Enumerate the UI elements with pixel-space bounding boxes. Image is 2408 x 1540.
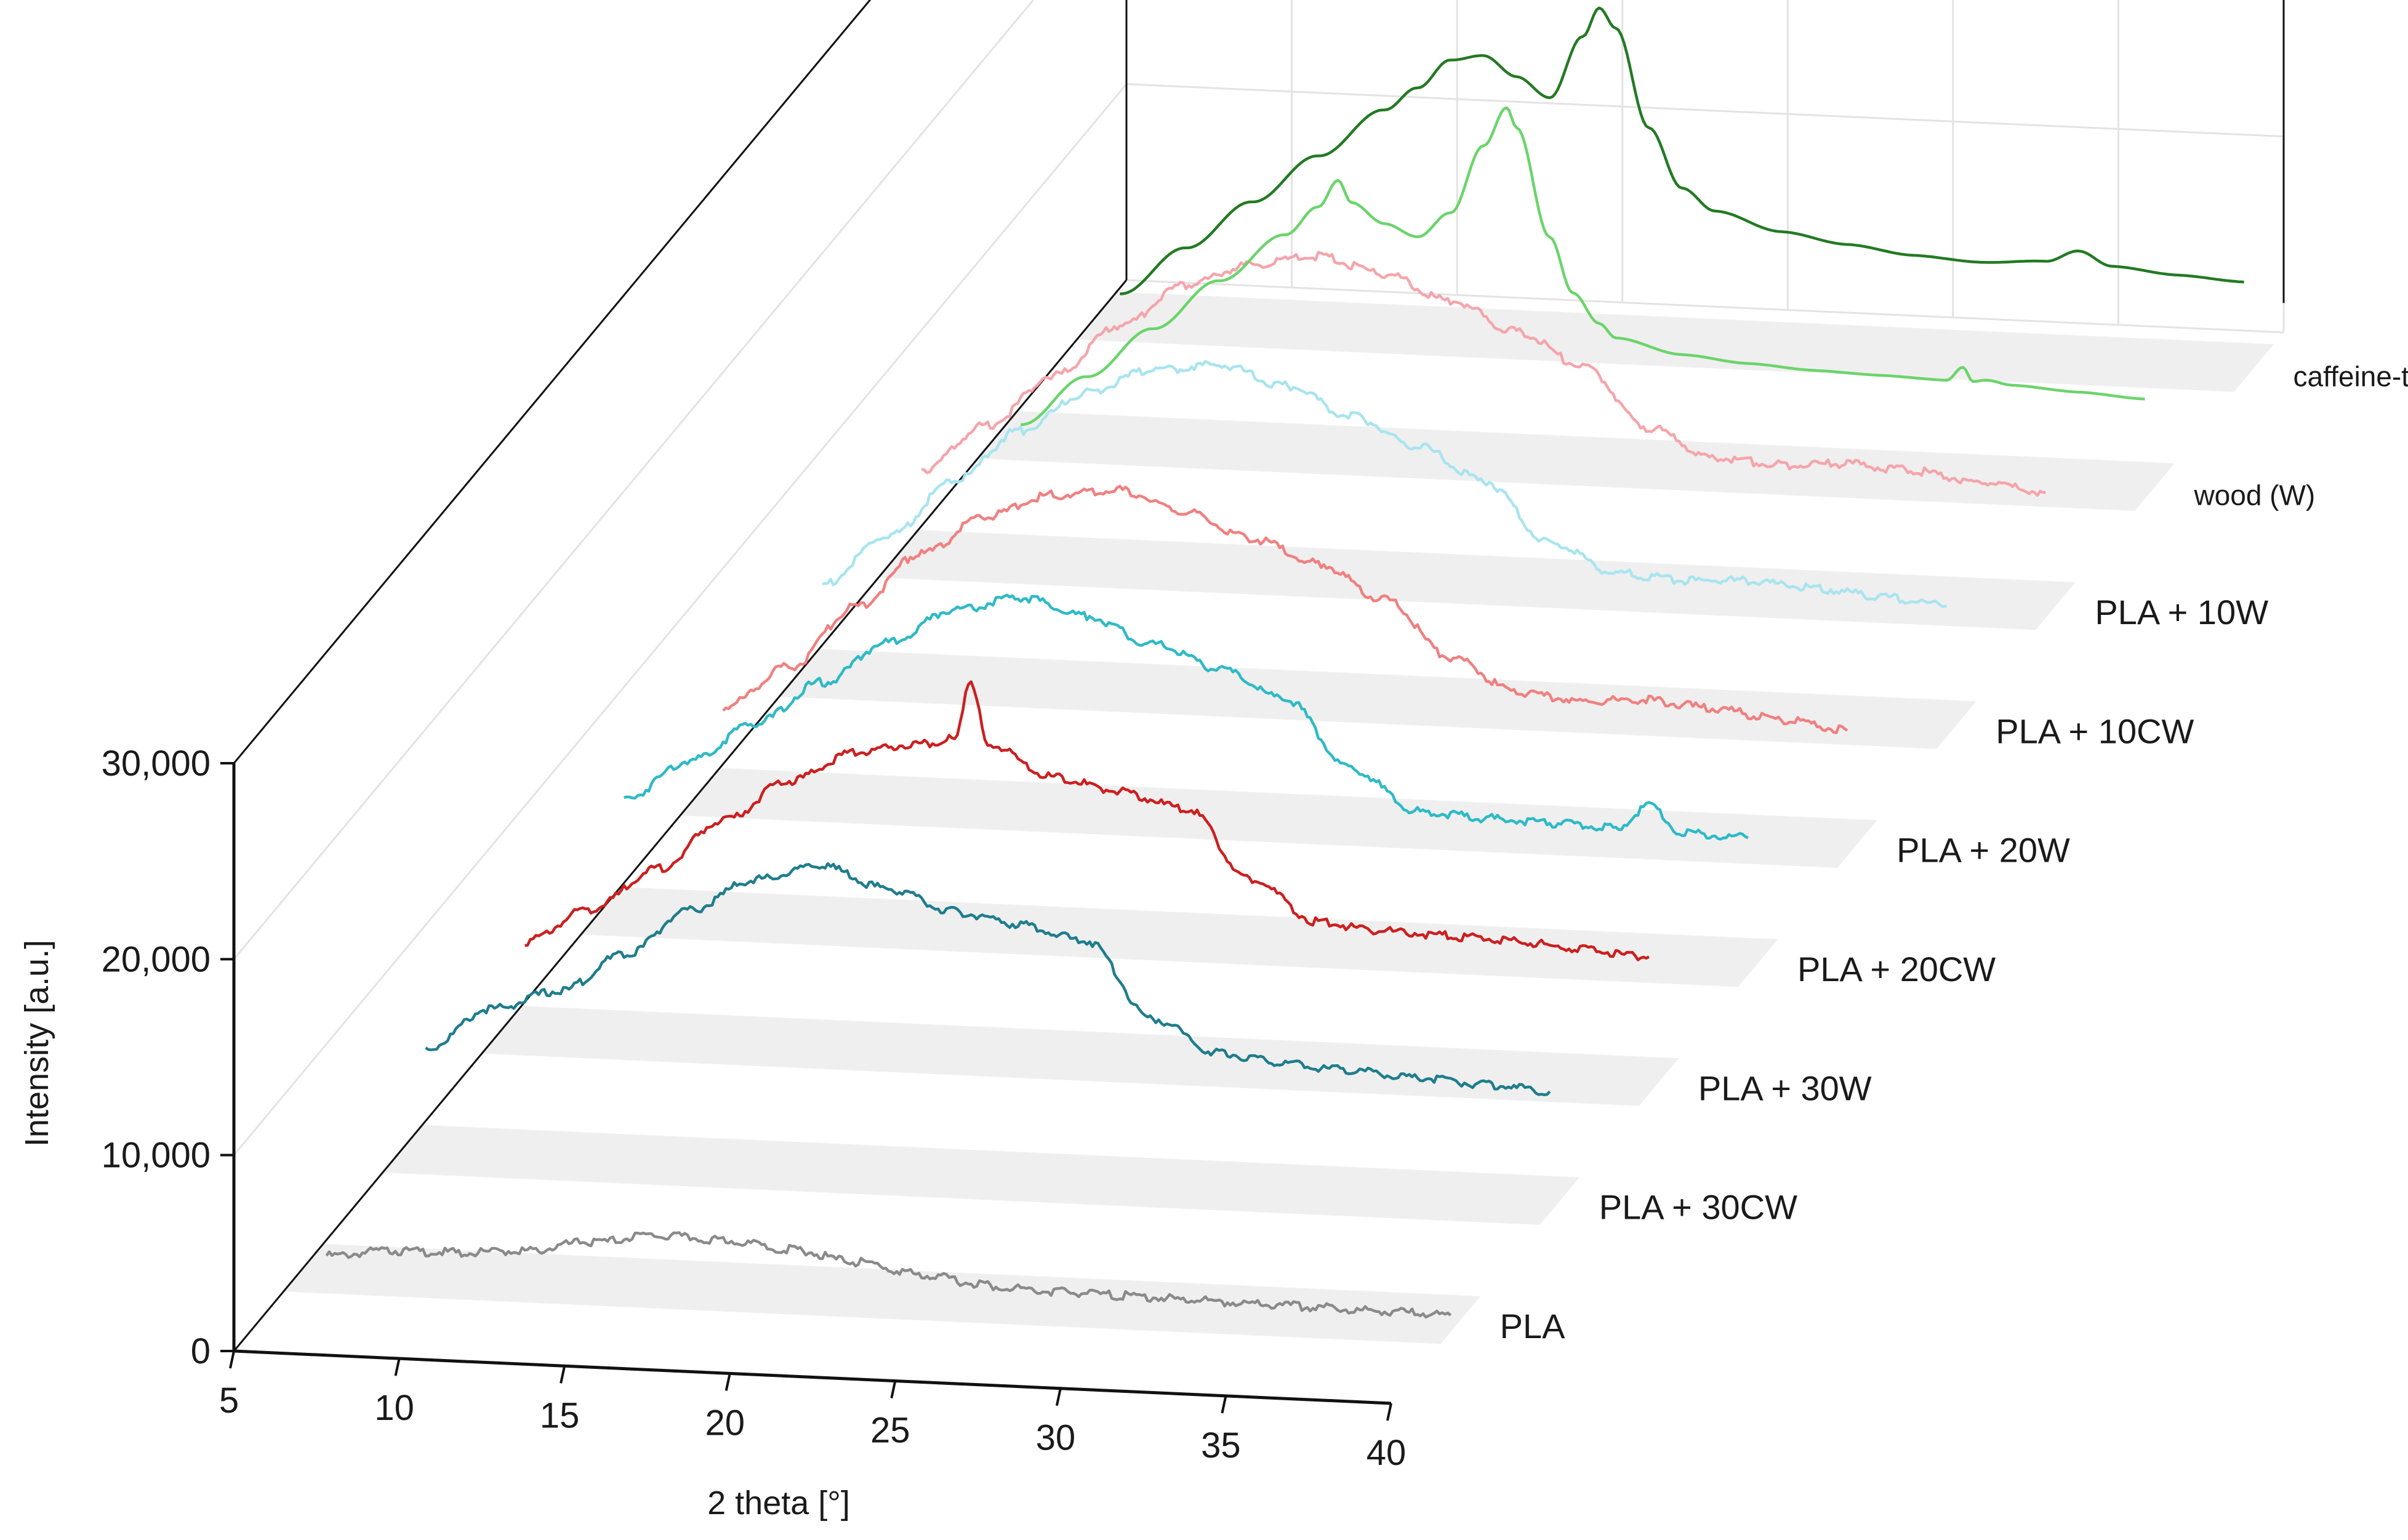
y-tick-label: 10,000 (102, 1136, 211, 1176)
x-tick-mark (394, 1358, 401, 1376)
floor-plane (680, 768, 1877, 868)
y-tick-label: 30,000 (102, 744, 211, 784)
series-label: wood (W) (2193, 479, 2315, 511)
series-label: PLA + 30W (1698, 1069, 1872, 1107)
x-tick-mark (1055, 1388, 1062, 1406)
series-line (722, 484, 1848, 734)
x-tick-label: 40 (1367, 1433, 1407, 1473)
series-label: PLA + 10W (2095, 593, 2268, 632)
axis-ticks: 5 10 15 20 25 30 35 40 0 10,000 20,000 30,000 (102, 744, 1407, 1473)
x-tick-mark (890, 1381, 897, 1398)
series-lines (325, 6, 2244, 1319)
series-line (1120, 6, 2244, 295)
grid-line-side (233, 0, 1035, 960)
axis-frame-line (233, 0, 872, 764)
x-tick-mark (1221, 1395, 1227, 1414)
grid-line-back-horizontal (1126, 279, 2284, 334)
floor-plane (283, 1244, 1481, 1344)
series-label: PLA (1500, 1307, 1565, 1345)
x-tick-label: 20 (705, 1403, 745, 1443)
floor-plane (977, 411, 2175, 511)
x-tick-label: 35 (1201, 1426, 1241, 1466)
x-tick-mark (1386, 1403, 1392, 1421)
series-line (822, 359, 1947, 608)
grid-line-back-horizontal (1126, 83, 2284, 138)
floor-plane (779, 649, 1977, 749)
floor-plane (382, 1125, 1580, 1225)
x-axis-title: 2 theta [°] (707, 1485, 850, 1522)
series-line (921, 251, 2046, 497)
axis-frame-line (233, 1349, 1392, 1405)
y-axis-title: Intensity [a.u.] (18, 940, 55, 1147)
series-label: PLA + 10CW (1996, 712, 2194, 750)
series-label: PLA + 20CW (1797, 950, 1996, 989)
floor-plane (580, 887, 1778, 987)
x-tick-label: 15 (540, 1395, 580, 1435)
x-tick-label: 30 (1036, 1418, 1076, 1458)
series-label: caffeine-treated wood (CW) (2294, 360, 2408, 392)
x-tick-label: 10 (374, 1388, 414, 1428)
series-labels: PLA PLA + 30CW PLA + 30W PLA + 20CW PLA + 20… (1500, 360, 2408, 1345)
floor-plane (481, 1006, 1679, 1106)
series-line (325, 1231, 1452, 1319)
series-label: PLA + 20W (1896, 831, 2070, 870)
floor-planes (283, 292, 2274, 1344)
series-label: PLA + 30CW (1599, 1188, 1797, 1227)
y-tick-label: 0 (191, 1331, 211, 1371)
grid-line-side (233, 0, 872, 764)
axis-frame-line (233, 279, 1128, 1352)
series-line (1021, 106, 2145, 427)
y-tick-label: 20,000 (102, 939, 211, 979)
series-line (624, 593, 1749, 841)
x-tick-label: 25 (870, 1411, 910, 1451)
x-tick-mark (229, 1350, 235, 1369)
x-tick-label: 5 (219, 1381, 239, 1421)
floor-plane (878, 530, 2076, 630)
floor-plane (1077, 292, 2274, 392)
x-tick-mark (560, 1365, 566, 1384)
grid-line-side (233, 83, 1128, 1156)
series-line (524, 680, 1650, 961)
series-line (425, 862, 1551, 1096)
axis-frame (232, 0, 2285, 1405)
x-tick-mark (724, 1373, 731, 1391)
